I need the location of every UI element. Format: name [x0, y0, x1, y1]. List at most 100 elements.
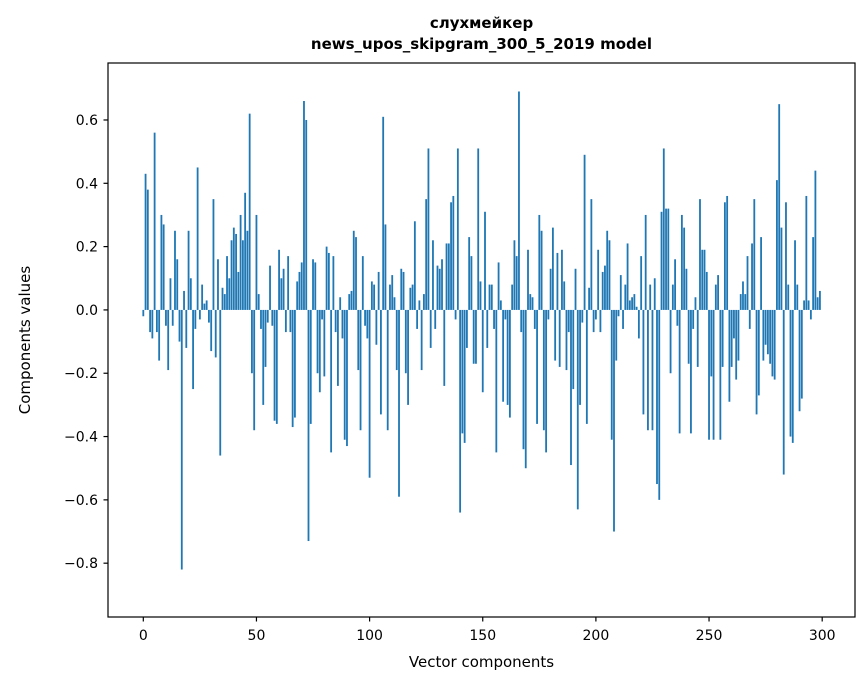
chart-subtitle-model-name: news_upos_skipgram_300_5_2019 model — [311, 35, 652, 53]
bar — [796, 284, 799, 310]
bar — [809, 309, 812, 320]
bar — [601, 271, 604, 310]
bar — [332, 256, 335, 310]
bar — [504, 309, 507, 320]
bar — [165, 309, 167, 326]
bar — [389, 284, 391, 310]
bar — [334, 309, 337, 333]
bar — [443, 309, 446, 386]
bar — [687, 309, 690, 364]
bar — [558, 309, 561, 367]
bar — [588, 287, 591, 310]
bar — [506, 309, 509, 405]
bar — [296, 281, 299, 310]
bar — [386, 309, 389, 431]
bar — [441, 259, 443, 310]
bar — [520, 309, 523, 333]
bar — [631, 297, 633, 310]
bar — [402, 271, 405, 310]
x-tick-label: 150 — [469, 628, 496, 644]
bar — [776, 180, 778, 310]
bar — [508, 309, 511, 418]
bar — [273, 309, 276, 421]
bar — [298, 271, 301, 310]
bar — [237, 271, 240, 310]
bar — [357, 309, 360, 371]
bar — [246, 230, 249, 310]
bar — [617, 309, 620, 317]
bar — [585, 309, 588, 424]
bar — [359, 309, 362, 431]
bar — [370, 281, 373, 310]
bar — [287, 256, 290, 310]
bar — [468, 237, 471, 310]
bar — [466, 309, 468, 348]
bar — [642, 309, 645, 415]
bar — [239, 214, 242, 310]
x-tick-label: 0 — [139, 628, 148, 644]
bar — [728, 309, 731, 402]
bar — [380, 309, 382, 415]
bar — [391, 275, 394, 310]
bar — [192, 309, 194, 390]
bar — [241, 240, 244, 310]
bar — [278, 249, 280, 310]
bar — [563, 281, 566, 310]
bar — [742, 281, 744, 310]
bar — [416, 309, 419, 329]
bar — [778, 104, 781, 310]
bar — [733, 309, 735, 339]
bar — [142, 309, 145, 317]
bar — [318, 309, 321, 393]
bar — [221, 287, 224, 310]
bar — [712, 309, 715, 440]
bar — [800, 309, 803, 399]
bar — [300, 262, 303, 310]
bar — [275, 309, 278, 424]
bar — [717, 275, 719, 310]
bar — [730, 309, 733, 367]
bar — [337, 309, 339, 386]
bar — [413, 221, 416, 310]
bar — [201, 284, 204, 310]
bar — [205, 300, 208, 310]
bar — [624, 284, 627, 310]
bar — [350, 290, 353, 310]
bar — [518, 91, 520, 310]
bar — [667, 208, 670, 310]
bar — [171, 309, 174, 326]
bar — [676, 309, 679, 326]
bar — [572, 309, 575, 390]
x-tick-label: 250 — [696, 628, 723, 644]
bar — [452, 195, 455, 310]
bar — [232, 227, 235, 310]
bar — [178, 309, 181, 342]
bar — [454, 309, 457, 320]
bar — [314, 262, 317, 310]
bar — [488, 284, 491, 310]
y-tick-label: −0.6 — [64, 493, 98, 509]
bar — [653, 278, 656, 310]
bar — [321, 309, 323, 320]
bar — [737, 309, 740, 361]
bar — [411, 284, 414, 310]
bar — [755, 309, 758, 415]
bar — [647, 309, 649, 431]
bar — [762, 309, 765, 361]
bar — [608, 240, 611, 310]
bar — [771, 309, 774, 377]
bar — [794, 240, 796, 310]
bar — [570, 309, 572, 466]
bar — [522, 309, 525, 450]
bar — [690, 309, 692, 434]
bar — [459, 309, 462, 513]
bar — [622, 309, 624, 329]
bar — [819, 290, 821, 310]
bar — [384, 224, 387, 310]
bar — [656, 309, 658, 485]
bar — [266, 309, 269, 323]
bar — [325, 246, 328, 310]
bar — [366, 309, 369, 339]
bar — [228, 278, 231, 310]
